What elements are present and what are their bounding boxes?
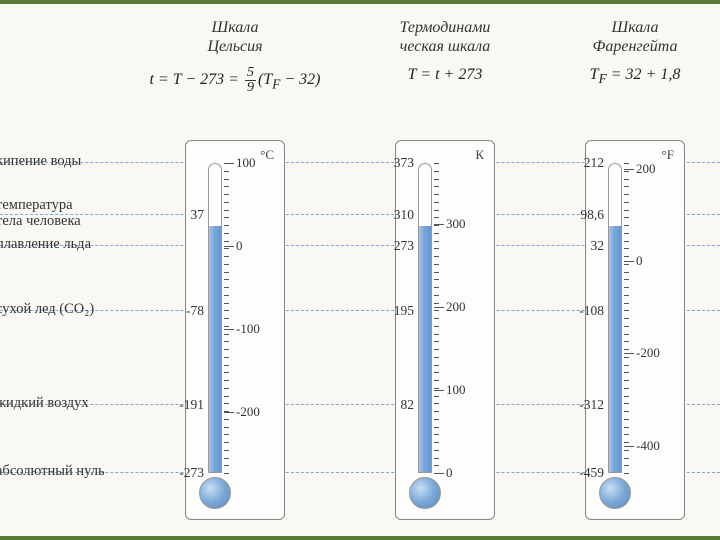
major-tick-label: 0 xyxy=(636,253,643,269)
major-tick-label: 0 xyxy=(446,465,453,481)
major-tick-label: 300 xyxy=(446,216,466,232)
ref-point-label: 37 xyxy=(191,207,205,223)
column-title: ШкалаЦельсия xyxy=(130,18,340,56)
thermometer: °F2000-200-40021298,632-108-312-459 xyxy=(585,140,685,520)
reference-label-abs0: абсолютный нуль xyxy=(0,464,126,480)
tick-scale: 1000-100-200 xyxy=(224,163,284,473)
reference-label-melt: плавление льда xyxy=(0,237,126,253)
column-formula: TF = 32 + 1,8 xyxy=(550,66,720,87)
ref-point-label: 212 xyxy=(584,155,604,171)
mercury-fill xyxy=(209,226,221,472)
tick-scale: 200 0 -200 -400 xyxy=(624,163,684,473)
thermometer-tube xyxy=(208,163,222,473)
ref-point-label: -273 xyxy=(179,465,204,481)
ref-point-label: 273 xyxy=(394,238,414,254)
column-title: Термодинамическая шкала xyxy=(340,18,550,56)
ref-point-label: 98,6 xyxy=(580,207,604,223)
major-tick-label: 100 xyxy=(236,155,256,171)
ref-point-label: 32 xyxy=(591,238,605,254)
thermometer-tube xyxy=(608,163,622,473)
major-tick-label: -100 xyxy=(236,321,260,337)
major-tick-label: 200 xyxy=(636,161,656,177)
ref-point-label: -191 xyxy=(179,397,204,413)
mercury-fill xyxy=(419,226,431,472)
reference-label-body: температуратела человека xyxy=(0,198,126,230)
column-title: ШкалаФаренгейта xyxy=(550,18,720,56)
major-tick-label: 0 xyxy=(236,238,243,254)
thermometer: К 300 200 100 0 373 310 273 195 82 xyxy=(395,140,495,520)
ref-point-label: -312 xyxy=(579,397,604,413)
major-tick-label: 200 xyxy=(446,299,466,315)
major-tick-label: 100 xyxy=(446,382,466,398)
ref-point-label: 310 xyxy=(394,207,414,223)
thermometer-tube xyxy=(418,163,432,473)
major-tick-label: -200 xyxy=(636,345,660,361)
ref-point-label: 82 xyxy=(401,397,415,413)
unit-label: °F xyxy=(662,147,674,163)
thermometer-bulb xyxy=(409,477,441,509)
unit-label: К xyxy=(475,147,484,163)
reference-label-liqair: жидкий воздух xyxy=(0,396,126,412)
tick-scale: 3002001000 xyxy=(434,163,494,473)
ref-point-label: -78 xyxy=(186,303,204,319)
reference-label-dryice: сухой лед (CO₂) xyxy=(0,302,126,318)
major-tick-label: -200 xyxy=(236,404,260,420)
unit-label: °C xyxy=(260,147,274,163)
ref-point-label: 195 xyxy=(394,303,414,319)
ref-point-label: -108 xyxy=(579,303,604,319)
column-formula: t = T − 273 = 59(TF − 32) xyxy=(130,66,340,95)
reference-label-boil: кипение воды xyxy=(0,154,126,170)
thermometer: °C1000-100-20037-78-191-273 xyxy=(185,140,285,520)
thermometer-bulb xyxy=(199,477,231,509)
mercury-fill xyxy=(609,226,621,472)
column-formula: T = t + 273 xyxy=(340,66,550,84)
ref-point-label: 373 xyxy=(394,155,414,171)
thermometer-bulb xyxy=(599,477,631,509)
major-tick-label: -400 xyxy=(636,438,660,454)
ref-point-label: -459 xyxy=(579,465,604,481)
